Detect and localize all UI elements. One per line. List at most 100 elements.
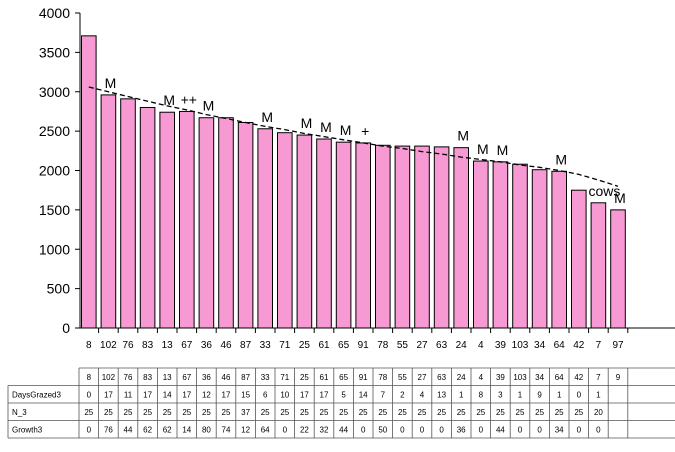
- annotation-label: ++: [181, 91, 197, 107]
- table-header-cell: 55: [398, 373, 407, 382]
- y-tick-label: 4000: [39, 5, 70, 21]
- table-header-cell: 33: [261, 373, 270, 382]
- bar: [218, 117, 234, 329]
- table-cell: 12: [202, 391, 211, 400]
- annotation-label: M: [457, 128, 469, 144]
- table-header-cell: 7: [596, 373, 601, 382]
- table-header-cell: 102: [102, 373, 116, 382]
- y-tick-label: 0: [62, 320, 70, 336]
- table-header-cell: 24: [457, 373, 466, 382]
- x-tick-label: 64: [554, 340, 566, 351]
- table-cell: 44: [496, 426, 505, 435]
- bar: [433, 146, 450, 329]
- table-cell: 17: [222, 391, 231, 400]
- table-cell: 14: [163, 391, 172, 400]
- bar: [531, 169, 548, 329]
- table-header-cell: 34: [535, 373, 544, 382]
- bar: [237, 121, 254, 329]
- y-tick-label: 3000: [39, 84, 70, 100]
- table-cell: 34: [555, 426, 564, 435]
- table-cell: 25: [280, 408, 289, 417]
- table-cell: 5: [341, 391, 346, 400]
- table-header-cell: 67: [182, 373, 191, 382]
- table-header-cell: 91: [359, 373, 368, 382]
- table-cell: 0: [361, 426, 366, 435]
- x-tick-label: 25: [299, 340, 311, 351]
- x-tick-label: 27: [416, 340, 428, 351]
- annotation-label: M: [105, 75, 117, 91]
- table-cell: 74: [222, 426, 231, 435]
- table-cell: 17: [300, 391, 309, 400]
- table-cell: 2: [400, 391, 405, 400]
- bar: [355, 142, 371, 329]
- table-cell: 25: [398, 408, 407, 417]
- table-header-cell: 87: [241, 373, 250, 382]
- table-header-cell: 8: [87, 373, 92, 382]
- table-row-label: DaysGrazed3: [12, 391, 61, 400]
- table-header-cell: 36: [202, 373, 211, 382]
- table-cell: 44: [124, 426, 133, 435]
- trend-line: [88, 86, 619, 187]
- annotation-label: M: [614, 190, 626, 206]
- x-tick-label: 13: [162, 340, 174, 351]
- table-cell: 76: [104, 426, 113, 435]
- table-cell: 25: [182, 408, 191, 417]
- x-tick-label: 67: [181, 340, 193, 351]
- table-cell: 62: [163, 426, 172, 435]
- bar: [335, 141, 352, 329]
- y-tick-label: 500: [47, 281, 71, 297]
- annotation-label: cows: [588, 183, 620, 199]
- table-header-cell: 42: [574, 373, 583, 382]
- table-cell: 36: [457, 426, 466, 435]
- table-cell: 25: [418, 408, 427, 417]
- table-cell: 25: [202, 408, 211, 417]
- y-tick-label: 1000: [39, 241, 70, 257]
- table-cell: 1: [596, 391, 601, 400]
- table-cell: 37: [241, 408, 250, 417]
- bar: [296, 134, 313, 329]
- table-header-cell: 76: [124, 373, 133, 382]
- trendline: [88, 86, 619, 187]
- table-cell: 14: [182, 426, 191, 435]
- x-tick-label: 103: [512, 340, 529, 351]
- table-header-cell: 61: [320, 373, 329, 382]
- table-cell: 25: [555, 408, 564, 417]
- bar: [120, 98, 136, 329]
- table-cell: 6: [263, 391, 268, 400]
- table-cell: 0: [479, 426, 484, 435]
- table-header-cell: 65: [339, 373, 348, 382]
- bar: [375, 144, 391, 329]
- table-cell: 44: [339, 426, 348, 435]
- table-header-cell: 9: [616, 373, 621, 382]
- bar: [257, 128, 273, 329]
- x-tick-label: 91: [358, 340, 370, 351]
- annotation-label: M: [203, 98, 215, 114]
- table-cell: 17: [143, 391, 152, 400]
- table-cell: 0: [400, 426, 405, 435]
- table-header-cell: 4: [479, 373, 484, 382]
- table-cell: 25: [496, 408, 505, 417]
- bar: [610, 209, 626, 329]
- table-cell: 0: [577, 426, 582, 435]
- table-header-cell: 83: [143, 373, 152, 382]
- bar: [159, 111, 175, 329]
- table-cell: 25: [437, 408, 446, 417]
- table-header-cell: 46: [222, 373, 231, 382]
- y-tick-label: 2000: [39, 163, 70, 179]
- table-cell: 10: [280, 391, 289, 400]
- table-cell: 20: [594, 408, 603, 417]
- x-tick-labels: 8 102 76 83 13 67 36 46 87 33 71 25 61 65 91 78 55 27 63 24…: [86, 328, 629, 351]
- table-cell: 0: [439, 426, 444, 435]
- x-tick-label: 4: [478, 340, 484, 351]
- bar: [81, 35, 97, 329]
- x-tick-label: 76: [122, 340, 134, 351]
- bar: [394, 145, 411, 329]
- x-tick-label: 24: [456, 340, 468, 351]
- table-row-label: Growth3: [12, 426, 43, 435]
- bar: [492, 161, 509, 329]
- table-cell: 25: [261, 408, 270, 417]
- table-cell: 0: [283, 426, 288, 435]
- x-tick-label: 97: [612, 340, 624, 351]
- annotation-label: M: [320, 119, 332, 135]
